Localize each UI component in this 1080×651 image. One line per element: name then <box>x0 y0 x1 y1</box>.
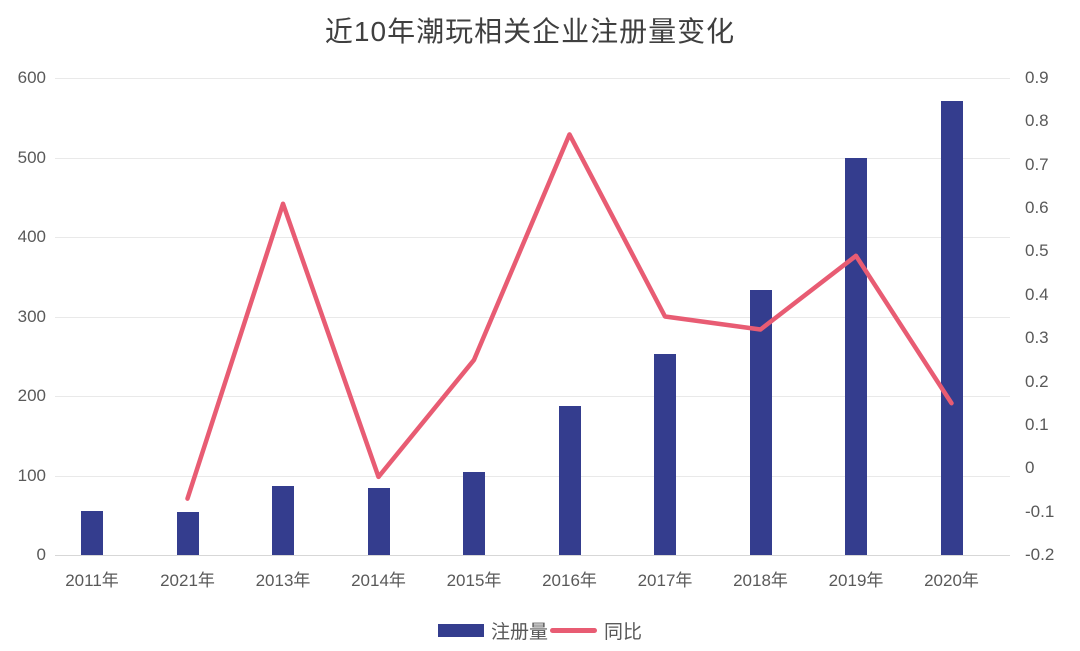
gridline-600 <box>55 78 1010 79</box>
x-axis-label-2019年: 2019年 <box>828 571 884 590</box>
bar-2019年 <box>845 158 867 555</box>
legend-label-yoy: 同比 <box>604 622 643 643</box>
right-axis-tick-0.1: 0.1 <box>1025 414 1049 434</box>
x-axis-label-2020年: 2020年 <box>924 571 979 590</box>
legend: 注册量 同比 <box>0 617 1080 644</box>
right-axis-tick-0.3: 0.3 <box>1025 328 1049 348</box>
right-axis-tick-0.5: 0.5 <box>1025 241 1049 261</box>
x-axis-label-2016年: 2016年 <box>542 571 597 590</box>
right-axis-tick-0: 0 <box>1025 458 1035 478</box>
bar-2021年 <box>176 512 199 555</box>
chart-title: 近10年潮玩相关企业注册量变化 <box>324 16 736 47</box>
left-axis-tick-400: 400 <box>17 227 46 246</box>
gridline-0 <box>55 555 1010 556</box>
bar-2014年 <box>367 488 390 555</box>
x-axis-label-2021年: 2021年 <box>160 571 215 590</box>
right-axis-tick-0.9: 0.9 <box>1025 68 1049 87</box>
right-axis-tick-0.2: 0.2 <box>1025 371 1049 391</box>
left-axis-tick-300: 300 <box>17 306 46 326</box>
x-axis-label-2014年: 2014年 <box>351 571 406 590</box>
bar-2018年 <box>749 290 772 555</box>
bar-2015年 <box>463 471 485 555</box>
x-axis-label-2018年: 2018年 <box>733 571 788 590</box>
right-axis-tick-0.8: 0.8 <box>1025 111 1049 131</box>
left-axis-tick-100: 100 <box>17 465 46 485</box>
bar-2013年 <box>272 485 294 555</box>
right-axis-tick-0.4: 0.4 <box>1025 284 1049 304</box>
right-axis-tick--0.1: -0.1 <box>1025 501 1055 521</box>
legend-bar-swatch <box>437 624 484 637</box>
x-axis-label-2013年: 2013年 <box>255 571 311 590</box>
left-axis-tick-500: 500 <box>17 147 46 167</box>
x-axis-label-2011年: 2011年 <box>65 571 119 590</box>
x-axis-label-2017年: 2017年 <box>637 571 693 590</box>
bar-2011年 <box>81 511 103 555</box>
x-axis-label-2015年: 2015年 <box>446 571 502 590</box>
right-axis-tick--0.2: -0.2 <box>1025 545 1055 564</box>
left-axis-tick-200: 200 <box>17 386 46 405</box>
right-axis-tick-0.7: 0.7 <box>1025 154 1049 174</box>
left-axis-tick-600: 600 <box>17 68 46 87</box>
bar-2016年 <box>558 405 581 555</box>
bar-2020年 <box>940 101 963 555</box>
bar-2017年 <box>654 353 676 555</box>
left-axis-tick-0: 0 <box>36 545 46 564</box>
right-axis-tick-0.6: 0.6 <box>1025 198 1049 218</box>
legend-line-swatch <box>550 628 597 633</box>
legend-label-registrations: 注册量 <box>490 622 548 643</box>
